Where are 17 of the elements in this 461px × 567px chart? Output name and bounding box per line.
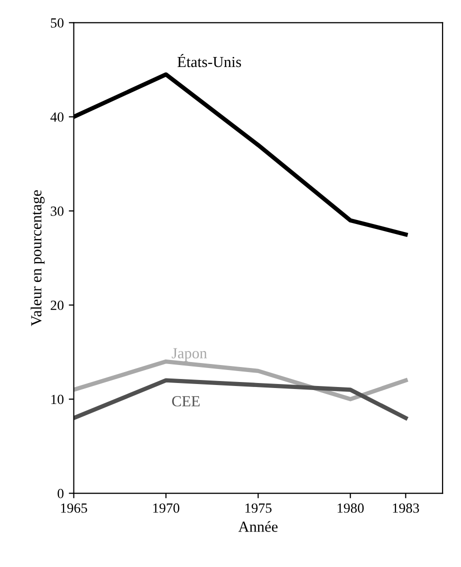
series-label: CEE <box>172 396 200 406</box>
y-tick-label: 40 <box>50 112 64 122</box>
y-axis-title: Valeur en pourcentage <box>30 190 45 326</box>
y-tick-label: 30 <box>50 206 64 216</box>
series-label: Japon <box>172 348 207 362</box>
y-tick-label: 20 <box>50 300 64 310</box>
x-tick-label: 1975 <box>245 503 272 513</box>
series-label: États-Unis <box>178 54 242 68</box>
y-tick-label: 10 <box>51 394 64 404</box>
x-tick-label: 1983 <box>393 503 420 513</box>
line-series <box>74 378 408 420</box>
y-tick-label: 50 <box>50 18 64 28</box>
x-tick-label: 1980 <box>338 503 364 513</box>
x-tick-label: 1965 <box>61 503 88 513</box>
y-tick-label: 0 <box>58 488 64 498</box>
x-axis-title: Année <box>238 521 278 532</box>
x-tick-label: 1970 <box>153 503 180 513</box>
